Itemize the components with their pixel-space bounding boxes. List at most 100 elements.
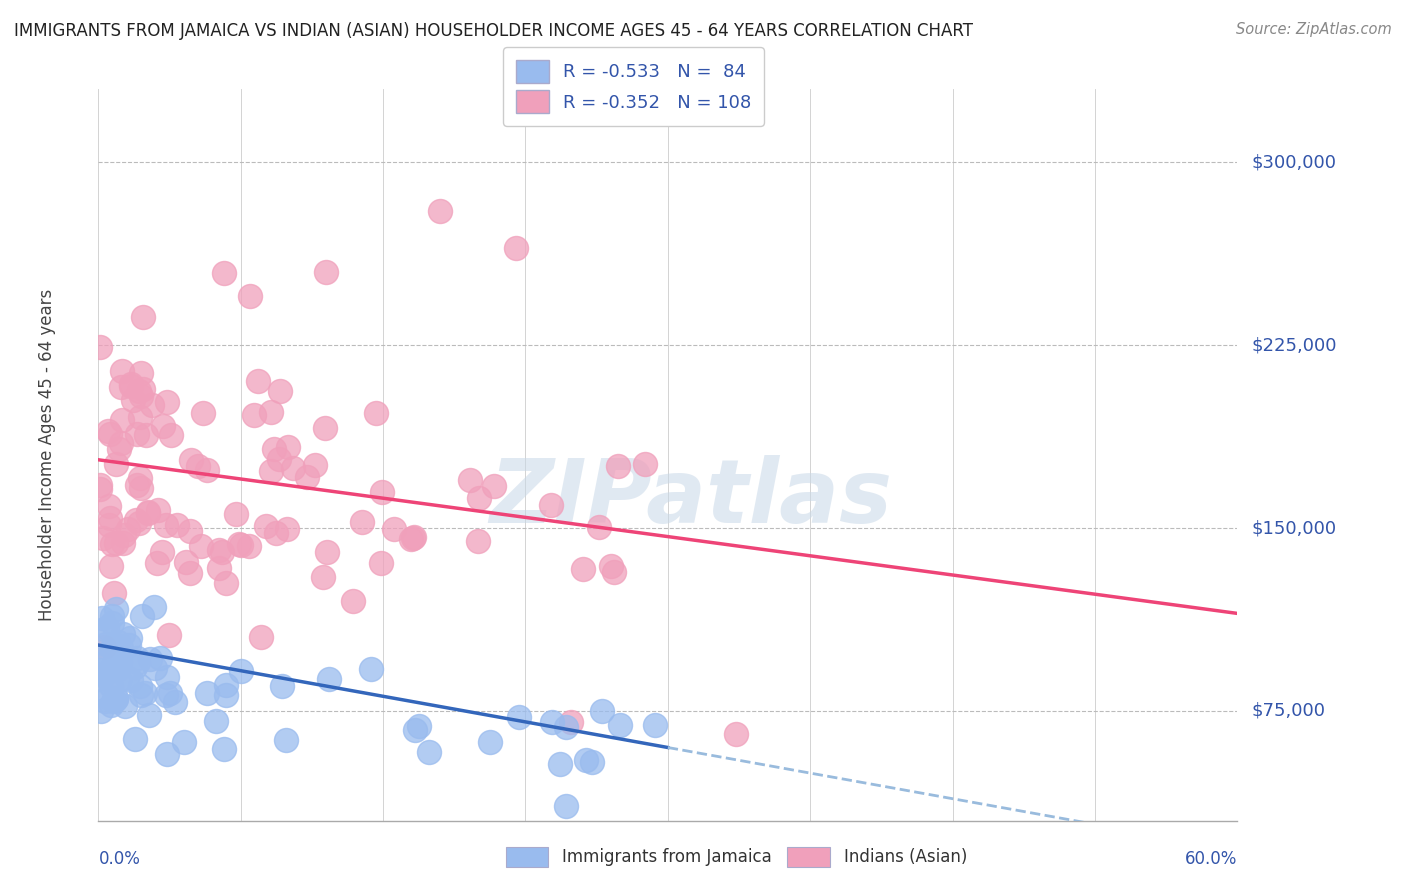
Point — [207, 561, 229, 575]
Point — [581, 755, 603, 769]
Point — [404, 723, 426, 737]
Point — [249, 630, 271, 644]
Point — [263, 442, 285, 456]
Point — [149, 651, 172, 665]
Point — [508, 709, 530, 723]
Point — [180, 453, 202, 467]
Point — [93, 640, 115, 655]
Point — [124, 660, 146, 674]
Point — [644, 717, 666, 731]
Point — [118, 638, 141, 652]
Point — [193, 406, 215, 420]
Point — [152, 418, 174, 433]
Point — [139, 652, 162, 666]
Point — [603, 565, 626, 579]
Point — [124, 732, 146, 747]
Point — [267, 452, 290, 467]
Point — [256, 519, 278, 533]
Point — [195, 686, 218, 700]
Point — [98, 510, 121, 524]
Point — [588, 520, 610, 534]
Point — [599, 558, 621, 573]
Point — [315, 265, 337, 279]
Point — [120, 377, 142, 392]
Point — [132, 382, 155, 396]
Point — [103, 694, 125, 708]
Point — [103, 692, 125, 706]
FancyBboxPatch shape — [787, 847, 830, 867]
Point — [156, 394, 179, 409]
Point — [418, 746, 440, 760]
Point — [264, 526, 287, 541]
Point — [128, 471, 150, 485]
Point — [402, 530, 425, 544]
Point — [114, 698, 136, 713]
Point — [103, 657, 125, 671]
Point — [104, 653, 127, 667]
Point — [458, 473, 481, 487]
Point — [103, 586, 125, 600]
Point — [129, 481, 152, 495]
Point — [260, 405, 283, 419]
Point — [575, 753, 598, 767]
Point — [125, 478, 148, 492]
Point — [120, 673, 142, 687]
Point — [118, 631, 141, 645]
Point — [111, 413, 134, 427]
Text: $150,000: $150,000 — [1251, 519, 1336, 537]
Point — [143, 661, 166, 675]
Text: 0.0%: 0.0% — [98, 850, 141, 868]
Point — [90, 649, 112, 664]
Point — [111, 627, 134, 641]
Point — [132, 310, 155, 324]
Legend: R = -0.533   N =  84, R = -0.352   N = 108: R = -0.533 N = 84, R = -0.352 N = 108 — [503, 47, 763, 126]
Point — [94, 637, 117, 651]
Point — [110, 380, 132, 394]
Point — [214, 266, 236, 280]
Point — [89, 482, 111, 496]
Point — [115, 671, 138, 685]
Point — [111, 364, 134, 378]
Point — [315, 545, 337, 559]
Point — [104, 536, 127, 550]
Point — [105, 458, 128, 472]
Point — [128, 410, 150, 425]
Point — [141, 399, 163, 413]
Point — [157, 628, 180, 642]
Point — [110, 641, 132, 656]
Point — [136, 506, 159, 520]
Point — [125, 651, 148, 665]
Point — [312, 570, 335, 584]
Point — [243, 409, 266, 423]
Point — [128, 516, 150, 530]
Point — [100, 427, 122, 442]
Point — [205, 714, 228, 729]
Point — [215, 688, 238, 702]
Point — [366, 406, 388, 420]
Point — [125, 513, 148, 527]
Point — [121, 392, 143, 407]
Point — [135, 427, 157, 442]
Text: Indians (Asian): Indians (Asian) — [844, 848, 967, 866]
Point — [195, 462, 218, 476]
Point — [541, 714, 564, 729]
Point — [429, 204, 451, 219]
Point — [98, 499, 121, 513]
Point — [93, 623, 115, 637]
Point — [110, 655, 132, 669]
Point — [239, 289, 262, 303]
Text: ZIPatlas: ZIPatlas — [489, 455, 893, 542]
Point — [94, 694, 117, 708]
Point — [96, 621, 118, 635]
Point — [163, 695, 186, 709]
Point — [120, 378, 142, 392]
Point — [105, 640, 128, 655]
Point — [281, 461, 304, 475]
Point — [269, 384, 291, 398]
Point — [260, 465, 283, 479]
Point — [274, 733, 297, 747]
Point — [128, 384, 150, 399]
Point — [155, 518, 177, 533]
Point — [318, 673, 340, 687]
Point — [591, 704, 613, 718]
